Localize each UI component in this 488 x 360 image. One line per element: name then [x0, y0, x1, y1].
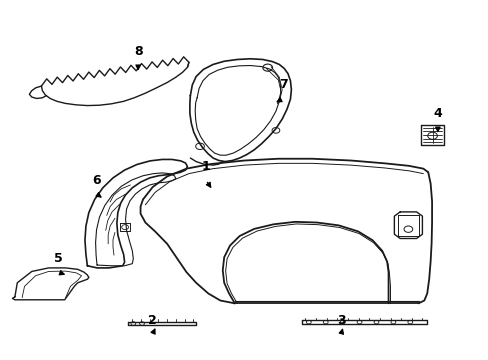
Text: 4: 4 [433, 107, 441, 120]
Text: 5: 5 [54, 252, 62, 265]
Text: 3: 3 [336, 314, 345, 327]
Text: 2: 2 [148, 314, 157, 327]
Text: 7: 7 [278, 78, 287, 91]
Text: 1: 1 [201, 160, 210, 173]
Text: 8: 8 [134, 45, 142, 58]
Text: 6: 6 [93, 174, 101, 187]
